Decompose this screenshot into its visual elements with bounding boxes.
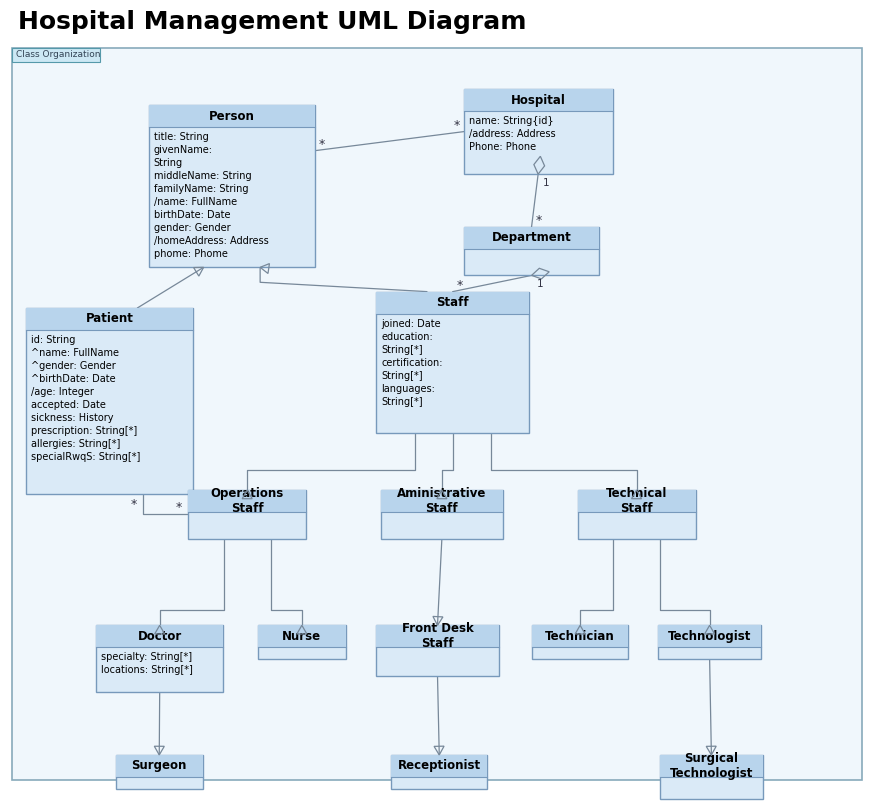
Bar bbox=[464, 89, 612, 111]
Bar bbox=[464, 227, 599, 275]
Text: familyName: String: familyName: String bbox=[154, 185, 248, 194]
Text: *: * bbox=[176, 501, 182, 514]
Text: *: * bbox=[454, 118, 460, 131]
Text: Aministrative
Staff: Aministrative Staff bbox=[397, 487, 486, 515]
Text: /name: FullName: /name: FullName bbox=[154, 198, 237, 207]
Text: String[*]: String[*] bbox=[382, 397, 423, 407]
Text: middleName: String: middleName: String bbox=[154, 171, 251, 181]
Text: locations: String[*]: locations: String[*] bbox=[102, 665, 193, 676]
Text: *: * bbox=[130, 498, 136, 511]
Bar bbox=[532, 625, 628, 659]
Bar bbox=[116, 755, 203, 789]
Bar bbox=[391, 755, 487, 777]
Text: String[*]: String[*] bbox=[382, 371, 423, 381]
Text: languages:: languages: bbox=[382, 384, 435, 394]
Text: ^gender: Gender: ^gender: Gender bbox=[31, 360, 116, 371]
Text: Technical
Staff: Technical Staff bbox=[606, 487, 668, 515]
Text: Person: Person bbox=[209, 110, 255, 123]
Bar bbox=[149, 105, 315, 127]
Bar bbox=[149, 105, 315, 267]
Text: *: * bbox=[536, 214, 542, 227]
Text: Front Desk
Staff: Front Desk Staff bbox=[402, 622, 473, 650]
Text: /homeAddress: Address: /homeAddress: Address bbox=[154, 237, 269, 246]
Text: String[*]: String[*] bbox=[382, 344, 423, 355]
Text: specialty: String[*]: specialty: String[*] bbox=[102, 652, 192, 663]
Bar bbox=[96, 625, 223, 647]
Text: allergies: String[*]: allergies: String[*] bbox=[31, 439, 121, 449]
Text: Phone: Phone: Phone: Phone bbox=[469, 142, 536, 152]
Text: id: String: id: String bbox=[31, 335, 75, 345]
Text: /age: Integer: /age: Integer bbox=[31, 387, 94, 397]
Bar bbox=[376, 292, 529, 313]
Bar bbox=[658, 625, 761, 647]
Text: Staff: Staff bbox=[437, 296, 469, 309]
Bar bbox=[464, 89, 612, 174]
Bar bbox=[464, 227, 599, 249]
Text: /address: Address: /address: Address bbox=[469, 129, 556, 139]
Text: *: * bbox=[457, 279, 463, 292]
Bar bbox=[658, 625, 761, 659]
Bar bbox=[376, 625, 499, 647]
Text: Receptionist: Receptionist bbox=[397, 760, 481, 773]
Bar bbox=[376, 625, 499, 676]
Bar bbox=[188, 490, 306, 539]
Text: certification:: certification: bbox=[382, 357, 443, 368]
Text: birthDate: Date: birthDate: Date bbox=[154, 211, 230, 220]
Text: *: * bbox=[319, 138, 326, 151]
Text: String: String bbox=[154, 158, 183, 168]
Text: name: String{id}: name: String{id} bbox=[469, 116, 553, 126]
Text: specialRwqS: String[*]: specialRwqS: String[*] bbox=[31, 452, 141, 462]
Bar bbox=[381, 490, 503, 512]
Bar bbox=[660, 755, 763, 799]
Text: Technologist: Technologist bbox=[668, 630, 752, 643]
Text: Technician: Technician bbox=[545, 630, 615, 643]
Text: Surgeon: Surgeon bbox=[131, 760, 187, 773]
Text: gender: Gender: gender: Gender bbox=[154, 224, 230, 233]
Text: ^birthDate: Date: ^birthDate: Date bbox=[31, 373, 116, 384]
Bar bbox=[258, 625, 346, 647]
Bar bbox=[258, 625, 346, 659]
Text: Hospital: Hospital bbox=[511, 94, 565, 107]
Text: givenName:: givenName: bbox=[154, 145, 213, 156]
Bar bbox=[26, 308, 192, 494]
Bar bbox=[381, 490, 503, 539]
Text: Operations
Staff: Operations Staff bbox=[211, 487, 284, 515]
Text: 1: 1 bbox=[543, 178, 550, 188]
Bar bbox=[391, 755, 487, 789]
Text: joined: Date: joined: Date bbox=[382, 318, 441, 329]
Text: ^name: FullName: ^name: FullName bbox=[31, 347, 119, 358]
Bar bbox=[12, 48, 100, 62]
Bar bbox=[578, 490, 696, 539]
Text: Doctor: Doctor bbox=[137, 630, 182, 643]
Bar bbox=[532, 625, 628, 647]
Text: Nurse: Nurse bbox=[283, 630, 321, 643]
Text: phome: Phome: phome: Phome bbox=[154, 249, 228, 259]
Bar bbox=[188, 490, 306, 512]
Bar bbox=[376, 292, 529, 433]
Text: Patient: Patient bbox=[86, 313, 133, 326]
Text: sickness: History: sickness: History bbox=[31, 413, 114, 423]
Text: Department: Department bbox=[492, 232, 571, 245]
Text: prescription: String[*]: prescription: String[*] bbox=[31, 426, 137, 436]
Text: education:: education: bbox=[382, 331, 433, 342]
Text: accepted: Date: accepted: Date bbox=[31, 400, 106, 410]
Text: title: String: title: String bbox=[154, 132, 208, 143]
Bar bbox=[96, 625, 223, 692]
Text: Class Organization: Class Organization bbox=[16, 50, 101, 59]
Text: 1: 1 bbox=[536, 279, 543, 289]
Bar bbox=[26, 308, 192, 330]
Bar bbox=[660, 755, 763, 777]
Bar bbox=[116, 755, 203, 777]
Text: Surgical
Technologist: Surgical Technologist bbox=[669, 752, 753, 780]
Text: Hospital Management UML Diagram: Hospital Management UML Diagram bbox=[18, 10, 527, 34]
Bar bbox=[578, 490, 696, 512]
